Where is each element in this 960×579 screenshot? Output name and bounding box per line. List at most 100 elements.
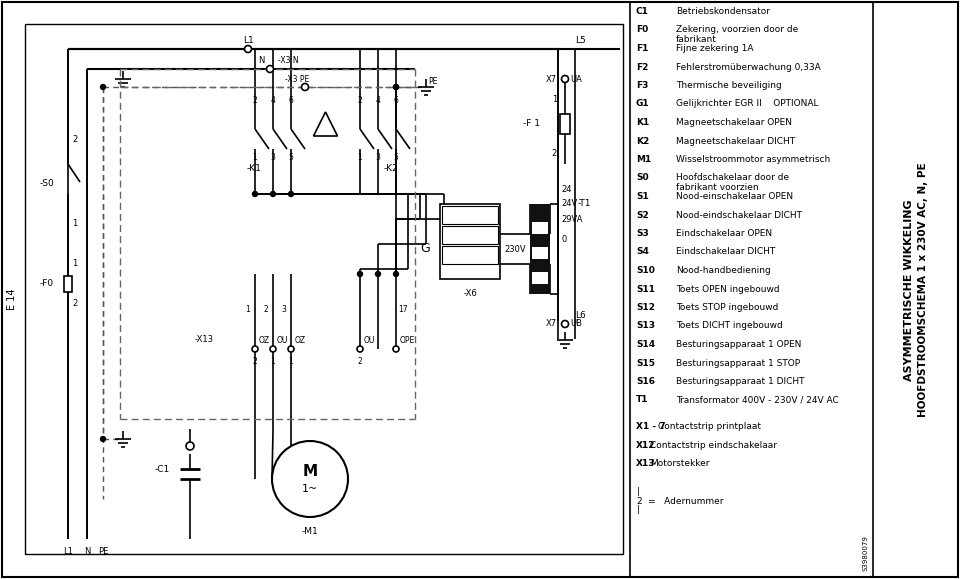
Text: S12: S12: [636, 303, 655, 312]
Bar: [442, 206, 498, 224]
Text: N: N: [84, 547, 90, 556]
Circle shape: [301, 83, 308, 90]
Text: 1: 1: [72, 259, 77, 269]
Text: 230V: 230V: [504, 244, 526, 254]
Bar: [64, 276, 72, 292]
Text: T1: T1: [636, 395, 649, 405]
Text: 1: 1: [289, 357, 294, 366]
Text: PE: PE: [428, 78, 438, 86]
Text: 24V: 24V: [561, 200, 577, 208]
Text: C1: C1: [636, 7, 649, 16]
Text: 1: 1: [271, 357, 276, 366]
Text: Toets STOP ingebouwd: Toets STOP ingebouwd: [676, 303, 779, 312]
Text: 1: 1: [252, 153, 257, 162]
Text: 2: 2: [636, 497, 641, 505]
Text: F3: F3: [636, 81, 648, 90]
Text: S2: S2: [636, 211, 649, 219]
Text: Nood-eindschakelaar DICHT: Nood-eindschakelaar DICHT: [676, 211, 802, 219]
Text: -S0: -S0: [40, 179, 55, 189]
Text: S3980079: S3980079: [863, 535, 869, 571]
Text: 4: 4: [375, 96, 380, 105]
Text: 6: 6: [394, 96, 398, 105]
Text: OU: OU: [364, 336, 375, 345]
Text: 3: 3: [271, 153, 276, 162]
Text: Gelijkrichter EGR II    OPTIONAL: Gelijkrichter EGR II OPTIONAL: [676, 100, 819, 108]
Text: Contactstrip eindschakelaar: Contactstrip eindschakelaar: [650, 441, 777, 449]
Circle shape: [252, 346, 258, 352]
Text: 17: 17: [398, 305, 408, 313]
Text: fabrikant: fabrikant: [676, 35, 717, 43]
Text: 1: 1: [358, 153, 362, 162]
Text: -X13: -X13: [195, 335, 214, 343]
Text: 3: 3: [375, 153, 380, 162]
Text: G: G: [420, 243, 430, 255]
Text: 5: 5: [289, 153, 294, 162]
Text: 4: 4: [271, 96, 276, 105]
Text: X7: X7: [546, 320, 557, 328]
Text: L5: L5: [575, 36, 586, 45]
Text: Thermische beveiliging: Thermische beveiliging: [676, 81, 781, 90]
Text: Fehlerstromüberwachung 0,33A: Fehlerstromüberwachung 0,33A: [676, 63, 821, 71]
Circle shape: [270, 346, 276, 352]
Text: 24: 24: [561, 185, 571, 193]
Text: 2: 2: [252, 96, 257, 105]
Text: K2: K2: [636, 137, 649, 145]
Text: 5: 5: [394, 153, 398, 162]
Text: Nood-handbediening: Nood-handbediening: [676, 266, 771, 275]
Text: 2: 2: [72, 299, 77, 309]
Text: fabrikant voorzien: fabrikant voorzien: [676, 182, 758, 192]
Text: Wisselstroommotor asymmetrisch: Wisselstroommotor asymmetrisch: [676, 155, 830, 164]
Text: 1: 1: [552, 94, 557, 104]
Text: L1: L1: [63, 547, 73, 556]
Bar: [442, 246, 498, 264]
Text: Besturingsapparaat 1 STOP: Besturingsapparaat 1 STOP: [676, 358, 800, 368]
Text: X13: X13: [636, 459, 656, 468]
Text: -F 1: -F 1: [523, 119, 540, 129]
Text: -T1: -T1: [578, 200, 591, 208]
Text: S1: S1: [636, 192, 649, 201]
Text: Besturingsapparaat 1 OPEN: Besturingsapparaat 1 OPEN: [676, 340, 802, 349]
Text: 2: 2: [252, 357, 257, 366]
Text: S11: S11: [636, 284, 655, 294]
Text: 6: 6: [289, 96, 294, 105]
Circle shape: [375, 272, 380, 277]
Text: S14: S14: [636, 340, 655, 349]
Bar: [440, 204, 500, 279]
Bar: [25, 24, 623, 554]
Circle shape: [393, 346, 399, 352]
Circle shape: [186, 442, 194, 450]
Text: OZ: OZ: [295, 336, 306, 345]
Circle shape: [562, 321, 568, 328]
Text: S4: S4: [636, 247, 649, 256]
Text: HOOFDSTROOMSCHEMA 1 x 230V AC, N, PE: HOOFDSTROOMSCHEMA 1 x 230V AC, N, PE: [919, 163, 928, 417]
Text: OPE: OPE: [400, 336, 416, 345]
Text: X1 - 7: X1 - 7: [636, 422, 665, 431]
Bar: [530, 204, 550, 294]
Text: 1: 1: [72, 219, 77, 229]
Bar: [532, 272, 548, 284]
Text: Contactstrip printplaat: Contactstrip printplaat: [658, 422, 761, 431]
Circle shape: [252, 192, 257, 196]
Text: OU: OU: [277, 336, 288, 345]
Text: Zekering, voorzien door de: Zekering, voorzien door de: [676, 25, 799, 35]
Text: G1: G1: [636, 100, 650, 108]
Text: F2: F2: [636, 63, 648, 71]
Text: 1~: 1~: [301, 484, 318, 494]
Text: Eindschakelaar OPEN: Eindschakelaar OPEN: [676, 229, 772, 238]
Text: Toets OPEN ingebouwd: Toets OPEN ingebouwd: [676, 284, 780, 294]
Text: S3: S3: [636, 229, 649, 238]
Text: N: N: [258, 56, 264, 65]
Text: -K1: -K1: [247, 164, 262, 173]
Circle shape: [272, 441, 348, 517]
Text: -X3 PE: -X3 PE: [285, 75, 309, 84]
Text: UA: UA: [570, 75, 582, 83]
Text: 0: 0: [561, 234, 566, 244]
Bar: [560, 114, 570, 134]
Polygon shape: [314, 112, 338, 136]
Text: -X6: -X6: [463, 289, 477, 298]
Text: 2: 2: [552, 149, 557, 159]
Text: Betriebskondensator: Betriebskondensator: [676, 7, 770, 16]
Text: =   Adernummer: = Adernummer: [648, 497, 724, 505]
Circle shape: [357, 346, 363, 352]
Text: |: |: [636, 505, 641, 515]
